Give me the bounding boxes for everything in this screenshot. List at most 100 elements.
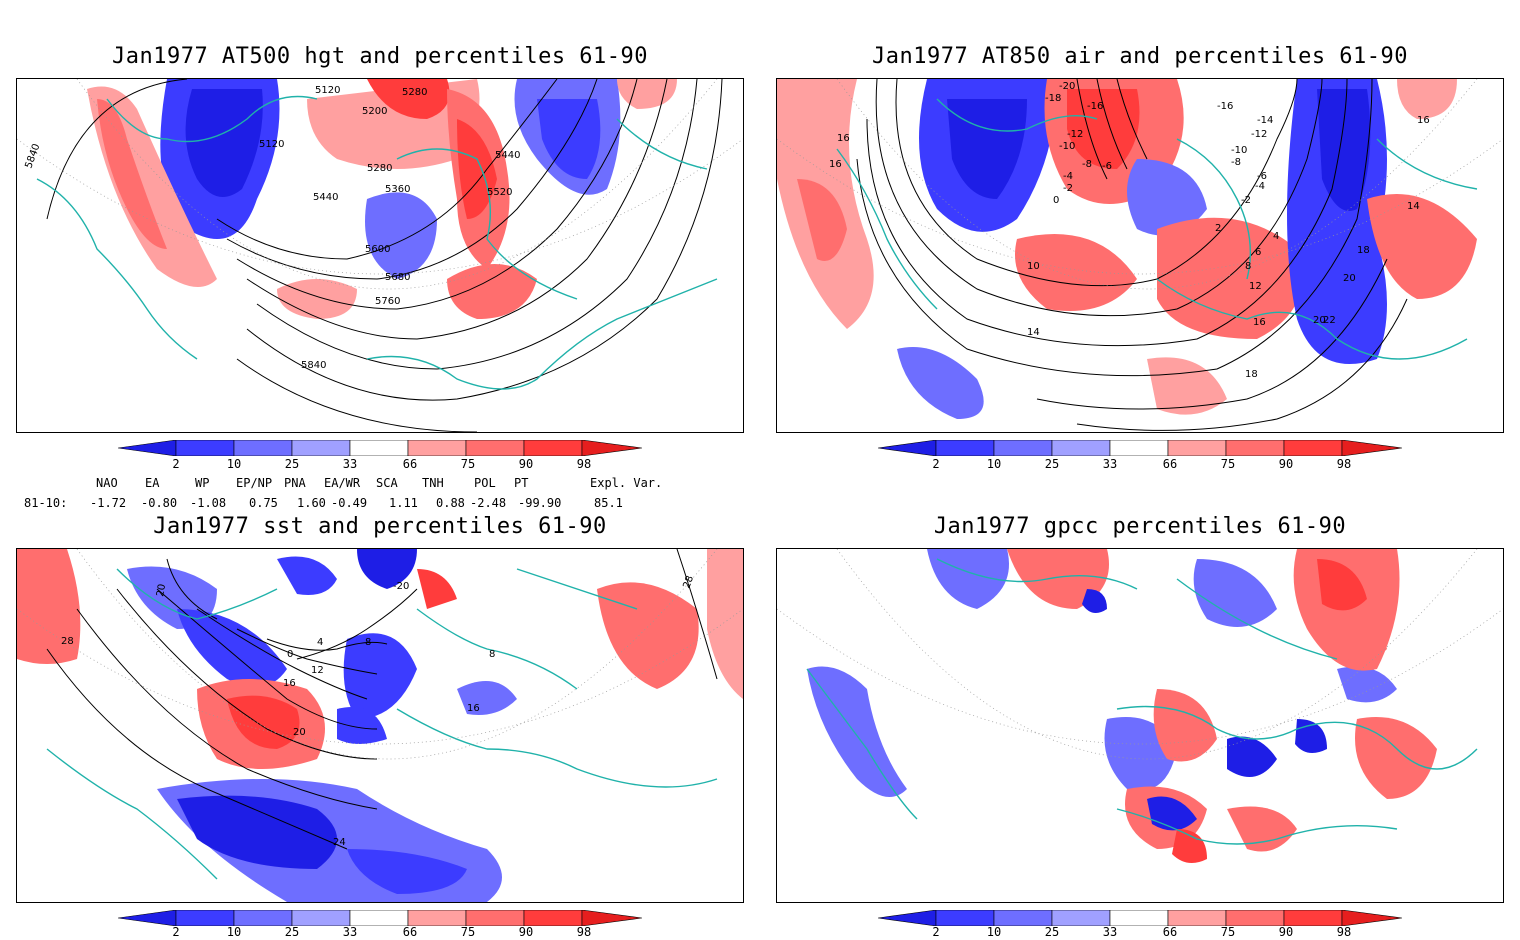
colorbar-segment bbox=[291, 440, 351, 456]
colorbar-label: 90 bbox=[518, 925, 534, 939]
colorbar-label: 90 bbox=[1278, 457, 1294, 471]
contour-label: 20 bbox=[1313, 315, 1326, 326]
colorbar-3 bbox=[118, 910, 642, 926]
colorbar-label: 66 bbox=[402, 457, 418, 471]
colorbar-segment bbox=[1167, 910, 1227, 926]
colorbar-segment bbox=[878, 910, 937, 926]
colorbar-segment bbox=[1283, 910, 1343, 926]
contour-label: -8 bbox=[1082, 159, 1092, 170]
colorbar-label: 98 bbox=[576, 925, 592, 939]
contour-label: 16 bbox=[1417, 115, 1430, 126]
index-header: PT bbox=[514, 476, 529, 490]
contour-label: -8 bbox=[1231, 157, 1241, 168]
colorbar-label: 98 bbox=[576, 457, 592, 471]
index-value: -1.72 bbox=[90, 496, 127, 510]
colorbar-segment bbox=[465, 440, 525, 456]
colorbar-segment bbox=[523, 910, 583, 926]
colorbar-4-labels: 2 10 25 33 66 75 90 98 bbox=[878, 925, 1402, 939]
colorbar-1 bbox=[118, 440, 642, 456]
colorbar-label: 33 bbox=[342, 457, 358, 471]
colorbar-segment bbox=[233, 440, 293, 456]
contour-label: 16 bbox=[467, 703, 480, 714]
panel-3-title: Jan1977 sst and percentiles 61-90 bbox=[153, 514, 607, 539]
colorbar-label: 66 bbox=[402, 925, 418, 939]
contour-label: 0 bbox=[287, 649, 293, 660]
contour-label: 5440 bbox=[313, 192, 338, 203]
colorbar-label: 90 bbox=[1278, 925, 1294, 939]
index-value: 1.11 bbox=[389, 496, 418, 510]
colorbar-label: 25 bbox=[284, 457, 300, 471]
index-header: SCA bbox=[376, 476, 398, 490]
contour-label: -18 bbox=[1045, 93, 1061, 104]
colorbar-label: 33 bbox=[1102, 457, 1118, 471]
colorbar-segment bbox=[1109, 440, 1169, 456]
contour-label: 8 bbox=[1245, 261, 1251, 272]
contour-label: 4 bbox=[1273, 231, 1279, 242]
contour-label: 28 bbox=[681, 574, 696, 590]
map-panel-1: 5120 5280 5200 5120 5280 5360 5440 5440 … bbox=[16, 78, 744, 433]
contour-label: -2 bbox=[1241, 195, 1251, 206]
contour-label: 18 bbox=[1357, 245, 1370, 256]
colorbar-segment bbox=[935, 910, 995, 926]
colorbar-label: 98 bbox=[1336, 925, 1352, 939]
index-value: 0.75 bbox=[249, 496, 278, 510]
panel-1-title: Jan1977 AT500 hgt and percentiles 61-90 bbox=[111, 44, 649, 69]
colorbar-label: 25 bbox=[1044, 457, 1060, 471]
map-panel-3: 28 20 0 4 8 12 16 20 24 28 8 16 -20 bbox=[16, 548, 744, 903]
contour-label: 5120 bbox=[315, 85, 340, 96]
colorbar-segment bbox=[1225, 910, 1285, 926]
contour-label: 5200 bbox=[362, 106, 387, 117]
colorbar-segment bbox=[1109, 910, 1169, 926]
index-header: PNA bbox=[284, 476, 306, 490]
contour-label: 5840 bbox=[301, 360, 326, 371]
colorbar-segment bbox=[1051, 440, 1111, 456]
contour-label: 2 bbox=[1215, 223, 1221, 234]
contour-label: 5680 bbox=[385, 272, 410, 283]
map-panel-4 bbox=[776, 548, 1504, 903]
colorbar-3-labels: 2 10 25 33 66 75 90 98 bbox=[118, 925, 642, 939]
contour-label: 28 bbox=[61, 636, 74, 647]
contour-label: -2 bbox=[1063, 183, 1073, 194]
colorbar-segment bbox=[118, 440, 177, 456]
index-value: -2.48 bbox=[470, 496, 507, 510]
colorbar-label: 33 bbox=[1102, 925, 1118, 939]
colorbar-label: 2 bbox=[172, 457, 180, 471]
colorbar-label: 10 bbox=[986, 925, 1002, 939]
colorbar-label: 25 bbox=[284, 925, 300, 939]
contour-label: 5520 bbox=[487, 187, 512, 198]
colorbar-segment bbox=[1341, 910, 1402, 926]
colorbar-label: 10 bbox=[226, 925, 242, 939]
contour-label: -4 bbox=[1063, 171, 1073, 182]
contour-label: 5280 bbox=[367, 163, 392, 174]
contour-label: -14 bbox=[1257, 115, 1273, 126]
contour-label: 6 bbox=[1255, 247, 1261, 258]
map-2-graphic: -20 -18 -16 -16 -12 -10 -8 -6 -4 -2 0 2 … bbox=[777, 79, 1503, 431]
index-header: EA/WR bbox=[324, 476, 361, 490]
contour-label: 5840 bbox=[23, 142, 42, 170]
colorbar-label: 2 bbox=[172, 925, 180, 939]
contour-label: -12 bbox=[1067, 129, 1083, 140]
map-4-graphic bbox=[777, 549, 1503, 863]
colorbar-segment bbox=[407, 440, 467, 456]
contour-label: -4 bbox=[1255, 181, 1265, 192]
index-value: -0.80 bbox=[141, 496, 178, 510]
index-value: 1.60 bbox=[297, 496, 326, 510]
colorbar-label: 75 bbox=[1220, 925, 1236, 939]
colorbar-segment bbox=[1283, 440, 1343, 456]
colorbar-label: 25 bbox=[1044, 925, 1060, 939]
index-header: EA bbox=[145, 476, 160, 490]
map-2-contour-labels: -20 -18 -16 -16 -12 -10 -8 -6 -4 -2 0 2 … bbox=[829, 81, 1430, 380]
contour-label: 12 bbox=[1249, 281, 1262, 292]
contour-label: 8 bbox=[489, 649, 495, 660]
contour-label: 5360 bbox=[385, 184, 410, 195]
contour-label: 10 bbox=[1027, 261, 1040, 272]
contour-label: -16 bbox=[1087, 101, 1103, 112]
colorbar-segment bbox=[175, 910, 235, 926]
colorbar-segment bbox=[1341, 440, 1402, 456]
colorbar-segment bbox=[581, 440, 642, 456]
colorbar-segment bbox=[291, 910, 351, 926]
colorbar-label: 98 bbox=[1336, 457, 1352, 471]
contour-label: 5760 bbox=[375, 296, 400, 307]
colorbar-label: 66 bbox=[1162, 925, 1178, 939]
colorbar-segment bbox=[118, 910, 177, 926]
